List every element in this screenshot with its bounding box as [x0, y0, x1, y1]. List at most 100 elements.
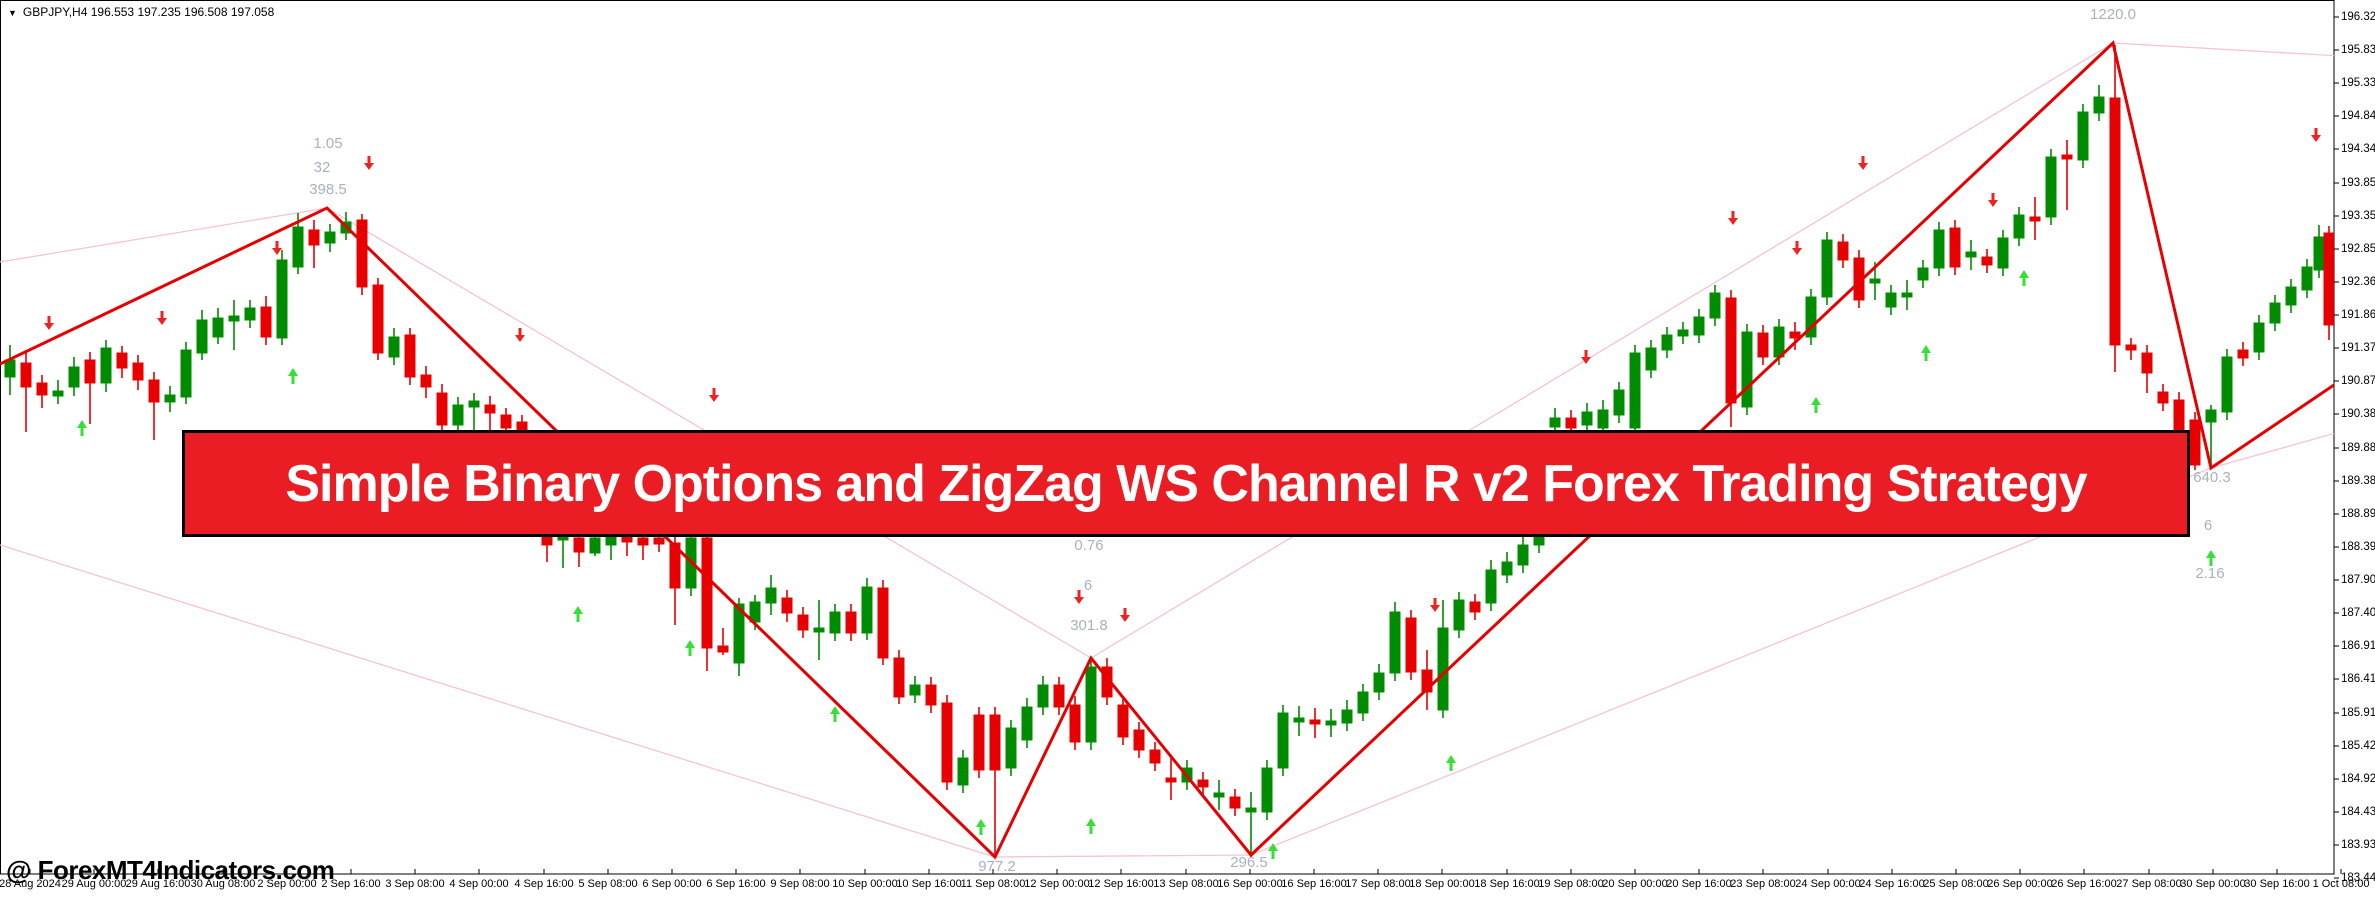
- candle: [2189, 412, 2201, 470]
- price-axis-tick-label: 193.350: [2341, 210, 2375, 222]
- candle: [244, 300, 256, 328]
- signal-arrows-layer: [44, 128, 2321, 859]
- candle: [829, 604, 841, 641]
- zigzag-value-labels: 1.05 32 398.5 0.76 6 301.8 977.2 296.5 1220.0 640…: [309, 6, 2231, 874]
- down-arrow-icon: [157, 311, 167, 325]
- candle: [276, 250, 288, 345]
- symbol-dropdown-icon[interactable]: ▼: [8, 8, 17, 18]
- candle: [1325, 709, 1337, 737]
- candle: [1741, 324, 1753, 415]
- candle: [1485, 560, 1497, 611]
- channel-segment: [0, 544, 996, 858]
- candle: [2109, 45, 2121, 372]
- time-axis-tick-label: 2 Sep 16:00: [321, 878, 381, 890]
- time-axis-tick-label: 4 Sep 16:00: [514, 878, 574, 890]
- zigzag-value-label: 640.3: [2193, 469, 2231, 486]
- candle: [877, 580, 889, 665]
- candle: [1261, 760, 1273, 820]
- candle: [2253, 315, 2265, 360]
- price-axis-tick-label: 190.380: [2341, 408, 2375, 420]
- symbol-info-bar: ▼ GBPJPY,H4 196.553 197.235 196.508 197.0…: [8, 5, 274, 19]
- candle: [909, 676, 921, 703]
- strategy-title-banner: Simple Binary Options and ZigZag WS Chan…: [182, 430, 2190, 537]
- candle: [1277, 705, 1289, 776]
- time-axis[interactable]: 28 Aug 2024 29 Aug 00:00 29 Aug 16:00 30 Au…: [0, 874, 2375, 898]
- candle: [148, 372, 160, 440]
- time-axis-tick-label: 1 Oct 08:00: [2312, 878, 2370, 890]
- candle: [2323, 226, 2334, 340]
- candle: [1197, 772, 1209, 795]
- watermark-text: @ ForexMT4Indicators.com: [6, 855, 335, 885]
- candle: [356, 214, 368, 295]
- time-axis-tick-label: 20 Sep 16:00: [1666, 878, 1732, 890]
- axis-tick-marks: [29, 16, 2342, 879]
- zigzag-value-label: 6: [2204, 517, 2212, 534]
- price-axis-tick-label: 194.840: [2341, 110, 2375, 122]
- candle: [1645, 340, 1657, 378]
- candle: [1453, 592, 1465, 638]
- down-arrow-icon: [364, 156, 374, 170]
- time-axis-tick-label: 30 Sep 16:00: [2244, 878, 2310, 890]
- price-axis-tick-label: 185.420: [2341, 740, 2375, 752]
- strategy-title-text: Simple Binary Options and ZigZag WS Chan…: [285, 454, 2087, 513]
- up-arrow-icon: [2019, 270, 2029, 286]
- candle: [861, 578, 873, 640]
- time-axis-tick-label: 16 Sep 00:00: [1217, 878, 1283, 890]
- candle: [2221, 349, 2233, 420]
- price-axis-tick-label: 189.880: [2341, 442, 2375, 454]
- zigzag-value-label: 398.5: [309, 181, 347, 198]
- channel-segment: [994, 854, 1252, 858]
- time-axis-tick-label: 28 Aug 2024: [0, 878, 61, 890]
- price-axis-tick-label: 187.900: [2341, 574, 2375, 586]
- price-axis-tick-label: 184.920: [2341, 773, 2375, 785]
- candle: [1421, 650, 1433, 710]
- candle: [1053, 677, 1065, 715]
- time-axis-tick-label: 25 Sep 08:00: [1923, 878, 1989, 890]
- zigzag-value-label: 6: [1084, 577, 1092, 594]
- candle: [1613, 382, 1625, 423]
- candle: [1021, 698, 1033, 748]
- down-arrow-icon: [2311, 128, 2321, 142]
- candle: [2061, 140, 2073, 210]
- candle: [2013, 207, 2025, 246]
- zigzag-polyline: [0, 40, 2334, 860]
- candle: [100, 340, 112, 392]
- time-axis-tick-label: 30 Sep 00:00: [2180, 878, 2246, 890]
- price-axis-tick-label: 186.910: [2341, 640, 2375, 652]
- zigzag-value-label: 1220.0: [2090, 6, 2136, 23]
- candle: [164, 386, 176, 412]
- candle: [1965, 240, 1977, 270]
- time-axis-tick-label: 2 Sep 00:00: [257, 878, 317, 890]
- candle: [372, 278, 384, 360]
- price-axis-tick-label: 185.910: [2341, 707, 2375, 719]
- price-axis-tick-label: 195.830: [2341, 44, 2375, 56]
- price-axis-tick-label: 195.330: [2341, 77, 2375, 89]
- up-arrow-icon: [1268, 843, 1278, 859]
- candle: [1069, 696, 1081, 750]
- candle: [1629, 345, 1641, 436]
- candle: [1245, 792, 1257, 857]
- price-axis[interactable]: 196.320 195.830 195.330 194.840 194.340 193.8…: [2334, 0, 2375, 884]
- down-arrow-icon: [272, 241, 282, 255]
- time-axis-tick-label: 23 Sep 08:00: [1730, 878, 1796, 890]
- up-arrow-icon: [976, 819, 986, 835]
- price-axis-tick-label: 188.390: [2341, 541, 2375, 553]
- candle: [20, 350, 32, 432]
- zigzag-value-label: 296.5: [1230, 854, 1268, 871]
- time-axis-tick-label: 10 Sep 16:00: [896, 878, 962, 890]
- time-axis-tick-label: 26 Sep 00:00: [1987, 878, 2053, 890]
- candle: [845, 604, 857, 641]
- candle: [2237, 342, 2249, 366]
- time-axis-tick-label: 29 Aug 00:00: [61, 878, 127, 890]
- candle: [260, 296, 272, 345]
- candle: [1469, 594, 1481, 620]
- channel-segment: [0, 207, 328, 263]
- up-arrow-icon: [288, 368, 298, 384]
- down-arrow-icon: [1728, 211, 1738, 225]
- candle: [893, 650, 905, 704]
- candle: [957, 750, 969, 793]
- candle: [1997, 230, 2009, 276]
- channel-segment: [2210, 432, 2334, 469]
- price-axis-tick-label: 189.380: [2341, 475, 2375, 487]
- candle: [1517, 532, 1529, 573]
